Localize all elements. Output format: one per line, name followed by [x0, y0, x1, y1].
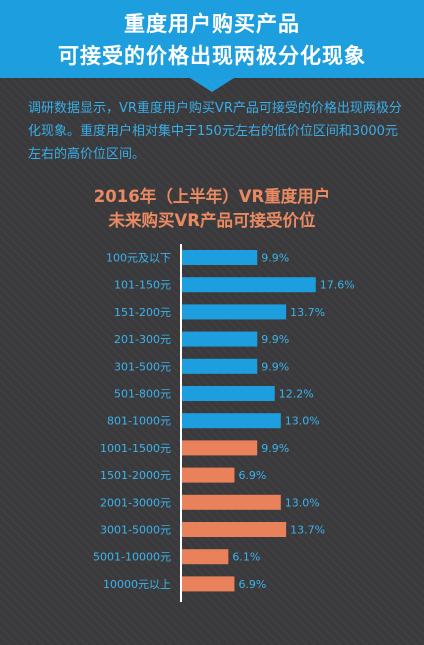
header-title-line1: 重度用户购买产品 — [124, 12, 300, 36]
header-title-line2: 可接受的价格出现两极分化现象 — [58, 44, 366, 68]
bar — [182, 358, 258, 374]
value-label: 9.9% — [261, 360, 289, 373]
value-label: 12.2% — [279, 388, 314, 401]
bar — [182, 277, 316, 293]
value-label: 17.6% — [320, 279, 355, 292]
category-label: 3001-5000元 — [100, 524, 171, 537]
bar — [182, 576, 235, 592]
bar — [182, 549, 229, 565]
value-label: 13.0% — [285, 496, 320, 509]
value-label: 6.1% — [232, 551, 260, 564]
value-label: 13.7% — [290, 306, 325, 319]
bar — [182, 386, 275, 401]
bar — [182, 467, 235, 483]
bar — [182, 413, 281, 429]
bar — [182, 440, 258, 456]
category-label: 1501-2000元 — [100, 469, 171, 482]
category-label: 10000元以上 — [103, 578, 171, 591]
category-label: 101-150元 — [114, 279, 171, 292]
value-label: 6.9% — [238, 578, 266, 591]
header-banner: 重度用户购买产品 可接受的价格出现两极分化现象 — [0, 0, 424, 78]
category-label: 151-200元 — [114, 306, 171, 319]
category-label: 2001-3000元 — [100, 496, 171, 509]
category-label: 1001-1500元 — [100, 442, 171, 455]
category-label: 100元及以下 — [106, 252, 171, 265]
value-label: 13.7% — [290, 524, 325, 537]
chart-subtitle: 未来购买VR产品可接受价位 — [108, 211, 316, 230]
bar — [182, 250, 258, 265]
value-label: 9.9% — [261, 252, 289, 265]
value-label: 9.9% — [261, 333, 289, 346]
chart-title: 2016年（上半年）VR重度用户 — [93, 187, 331, 206]
value-label: 6.9% — [238, 469, 266, 482]
category-label: 201-300元 — [114, 333, 171, 346]
category-label: 5001-10000元 — [93, 551, 171, 564]
category-label: 801-1000元 — [107, 415, 171, 428]
value-label: 9.9% — [261, 442, 289, 455]
bar — [182, 522, 287, 537]
intro-paragraph: 调研数据显示，VR重度用户购买VR产品可接受的价格出现两极分化现象。重度用户相对… — [28, 101, 402, 162]
bar — [182, 331, 258, 347]
category-label: 301-500元 — [114, 360, 171, 373]
header-pointer — [190, 78, 234, 92]
bar — [182, 304, 287, 320]
value-label: 13.0% — [285, 415, 320, 428]
category-label: 501-800元 — [114, 388, 171, 401]
bar — [182, 494, 281, 510]
